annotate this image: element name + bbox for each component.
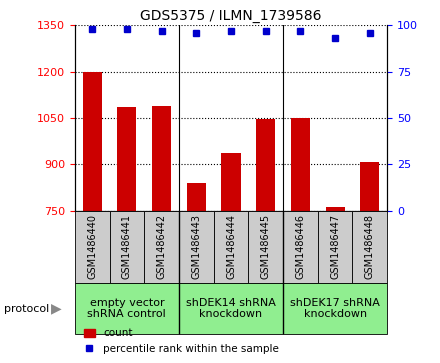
Bar [256, 119, 275, 211]
Text: ▶: ▶ [51, 302, 61, 315]
Text: GSM1486447: GSM1486447 [330, 214, 340, 280]
Text: GSM1486443: GSM1486443 [191, 214, 201, 280]
Text: GSM1486441: GSM1486441 [122, 214, 132, 280]
Bar [187, 183, 206, 211]
Text: GSM1486440: GSM1486440 [87, 214, 97, 280]
Bar [283, 283, 387, 334]
Bar [117, 107, 136, 211]
Bar [110, 211, 144, 283]
Title: GDS5375 / ILMN_1739586: GDS5375 / ILMN_1739586 [140, 9, 322, 23]
Bar [318, 211, 352, 283]
Bar [75, 211, 110, 283]
Legend: count, percentile rank within the sample: count, percentile rank within the sample [80, 324, 283, 358]
Bar [179, 283, 283, 334]
Bar [248, 211, 283, 283]
Bar [83, 72, 102, 211]
Bar [221, 154, 241, 211]
Bar [214, 211, 248, 283]
Text: GSM1486448: GSM1486448 [365, 214, 375, 280]
Text: empty vector
shRNA control: empty vector shRNA control [88, 298, 166, 319]
Bar [360, 162, 379, 211]
Text: shDEK17 shRNA
knockdown: shDEK17 shRNA knockdown [290, 298, 380, 319]
Text: GSM1486442: GSM1486442 [157, 214, 167, 280]
Text: GSM1486444: GSM1486444 [226, 214, 236, 280]
Bar [75, 283, 179, 334]
Text: protocol: protocol [4, 303, 50, 314]
Bar [144, 211, 179, 283]
Bar [179, 211, 214, 283]
Text: shDEK14 shRNA
knockdown: shDEK14 shRNA knockdown [186, 298, 276, 319]
Bar [152, 106, 171, 211]
Text: GSM1486446: GSM1486446 [295, 214, 305, 280]
Text: GSM1486445: GSM1486445 [261, 214, 271, 280]
Bar [283, 211, 318, 283]
Bar [326, 207, 345, 211]
Bar [291, 118, 310, 211]
Bar [352, 211, 387, 283]
